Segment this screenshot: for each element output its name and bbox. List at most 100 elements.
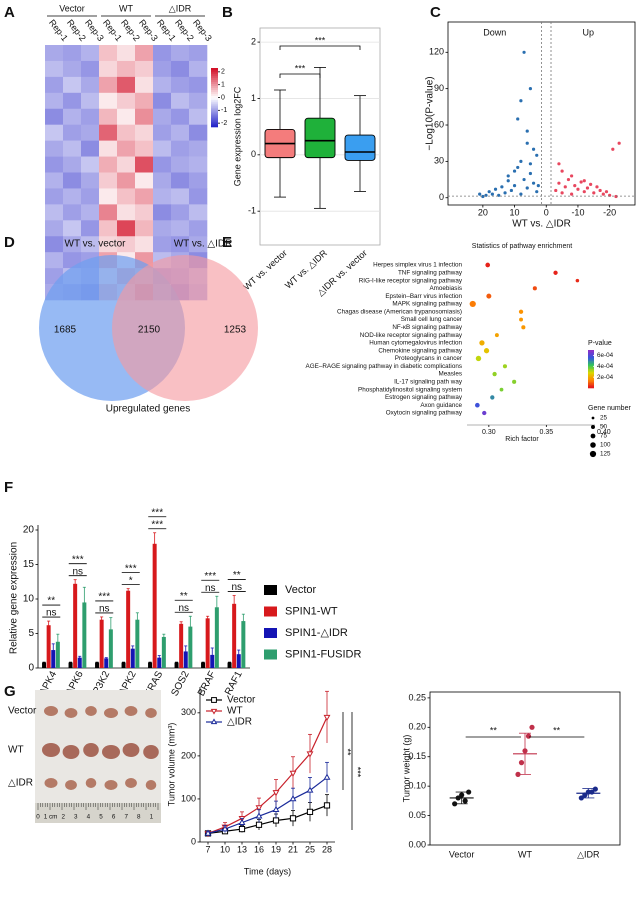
point — [536, 184, 540, 188]
heat-cell — [153, 140, 172, 157]
point — [519, 99, 523, 103]
point — [592, 786, 598, 792]
point — [525, 141, 529, 145]
y-tick-label: 5 — [28, 628, 34, 639]
tumor — [143, 745, 159, 759]
heat-cell — [153, 108, 172, 125]
x-tick-label: Vector — [449, 849, 475, 859]
row-label: Vector — [8, 706, 37, 717]
bracket — [279, 45, 361, 50]
dot — [483, 348, 490, 354]
legend-swatch — [264, 649, 277, 660]
legend-swatch — [264, 585, 277, 595]
colorbar-step — [588, 353, 594, 356]
legend-dot — [589, 450, 597, 458]
point — [585, 186, 590, 190]
y-tick-label: 1 — [251, 93, 256, 103]
point — [554, 188, 558, 193]
bar — [135, 619, 140, 668]
x-tick-label: 28 — [322, 844, 332, 854]
dot — [532, 286, 537, 291]
colorbar-label: 2e-04 — [597, 374, 614, 381]
point — [531, 181, 536, 185]
tumor — [83, 743, 99, 757]
x-tick-label: 16 — [254, 844, 264, 854]
x-tick-label: 0.35 — [540, 429, 554, 436]
row-label: TNF signaling pathway — [398, 269, 463, 276]
row-label: WT — [8, 745, 24, 756]
heat-cell — [189, 156, 208, 173]
point — [582, 179, 586, 183]
point — [462, 798, 468, 804]
point — [570, 174, 574, 178]
heat-cell — [63, 76, 82, 94]
heat-cell — [45, 140, 64, 157]
marker — [272, 817, 280, 824]
point — [528, 87, 533, 91]
x-tick-label: 0.40 — [597, 429, 611, 436]
dot — [494, 333, 499, 338]
colorbar-step — [211, 97, 218, 100]
colorbar-step — [211, 89, 218, 92]
x-axis-title: WT vs. △IDR — [512, 219, 571, 230]
heat-cell — [189, 60, 208, 78]
significance: *** — [125, 563, 137, 574]
heat-cell — [63, 92, 82, 110]
point — [525, 186, 529, 190]
point — [557, 162, 561, 166]
point — [509, 188, 513, 193]
heat-cell — [63, 188, 82, 205]
row-label: Chemokine signaling pathway — [378, 347, 463, 354]
y-tick-label: 15 — [23, 559, 35, 570]
colorbar-step — [211, 107, 218, 110]
legend-label: SPIN1-FUSIDR — [285, 648, 361, 660]
colorbar-step — [211, 73, 218, 77]
plot-frame — [429, 691, 621, 846]
heat-cell — [153, 188, 172, 205]
heat-cell — [135, 92, 154, 110]
dot — [553, 270, 558, 275]
colorbar-label: 4e-04 — [597, 363, 614, 370]
x-tick-label: 21 — [288, 844, 298, 854]
significance: ns — [231, 582, 242, 593]
heat-cell — [99, 92, 118, 110]
heat-cell — [117, 60, 136, 78]
y-tick-label: 0.15 — [408, 751, 426, 761]
x-tick-label: 0.30 — [482, 429, 496, 436]
colorbar-step — [588, 365, 594, 368]
point — [506, 179, 510, 183]
x-tick-label: WT — [518, 849, 532, 859]
y-tick-label: 0 — [191, 836, 196, 846]
legend-dot — [591, 425, 595, 429]
colorbar-step — [588, 378, 594, 381]
legend-label: Vector — [227, 695, 256, 706]
point — [466, 789, 472, 795]
dot — [475, 402, 480, 408]
heat-cell — [63, 220, 82, 237]
marker — [323, 802, 331, 809]
caption: Upregulated genes — [106, 404, 191, 415]
legend-label: 125 — [600, 451, 611, 458]
x-tick-label: -20 — [603, 207, 616, 217]
y-tick-label: 30 — [434, 156, 444, 166]
point — [528, 171, 533, 176]
legend-label: 75 — [600, 433, 608, 440]
row-label: AGE–RAGE signaling pathway in diabetic c… — [306, 363, 462, 370]
colorbar-step — [588, 381, 594, 384]
point — [516, 165, 520, 170]
significance: ns — [178, 603, 189, 614]
colorbar-label: -2 — [221, 120, 227, 127]
heat-cell — [99, 236, 118, 253]
heat-cell — [99, 140, 118, 157]
marker — [221, 825, 229, 832]
bar — [161, 636, 166, 668]
significance: *** — [315, 35, 326, 45]
heat-cell — [117, 188, 136, 205]
marker — [255, 805, 263, 812]
colorbar-step — [588, 364, 594, 367]
point — [563, 185, 567, 189]
y-tick-label: 0.05 — [408, 810, 426, 820]
x-tick-label: 25 — [305, 844, 315, 854]
marker — [210, 708, 218, 715]
row-label: Phosphatidylinositol signaling system — [358, 386, 462, 393]
